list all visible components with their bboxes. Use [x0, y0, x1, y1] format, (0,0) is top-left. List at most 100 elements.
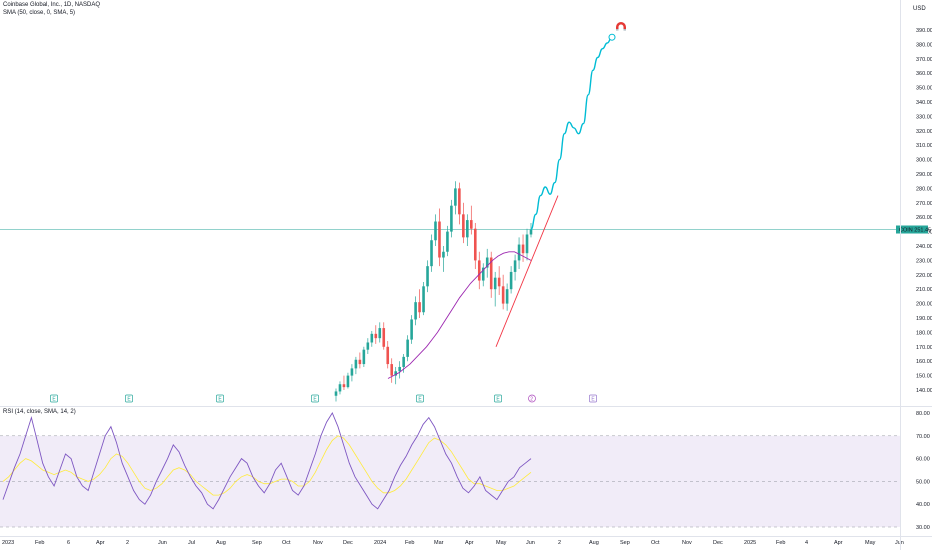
earnings-flag-letter: E	[313, 397, 317, 403]
rsi-pane[interactable]: 80.00 70.00 60.00 50.00 40.00 30.00	[0, 411, 930, 531]
time-tick-label: 2024	[374, 540, 386, 546]
price-tick-label: 210.00	[916, 287, 932, 293]
price-tick-label: 260.00	[916, 215, 932, 221]
candle-body	[370, 333, 374, 343]
candle-body	[430, 240, 433, 267]
price-tag[interactable]: COIN 251.45	[896, 225, 931, 234]
time-tick-label: May	[496, 540, 507, 546]
candle-body	[529, 229, 533, 235]
candle-body	[358, 359, 362, 365]
projection-endpoint[interactable]	[608, 33, 616, 41]
magnet-body	[616, 22, 626, 29]
candle-body	[394, 371, 397, 376]
candle-body	[374, 333, 378, 339]
trendline[interactable]	[495, 195, 559, 347]
earnings-flag[interactable]: E	[416, 394, 424, 403]
price-tick-label: 280.00	[916, 186, 932, 192]
time-tick-label: 2025	[744, 540, 756, 546]
event-circle[interactable]: 2	[528, 394, 536, 403]
candle-body	[390, 364, 394, 376]
earnings-flag[interactable]: E	[50, 394, 58, 403]
earnings-flag-letter: E	[218, 397, 222, 403]
rsi-tick-label: 50.00	[916, 479, 930, 485]
price-pane[interactable]	[0, 33, 900, 402]
rsi-legend[interactable]: RSI (14, close, SMA, 14, 2)	[3, 409, 76, 415]
candle-body	[382, 328, 386, 347]
candle-body	[366, 342, 370, 350]
candle-body	[350, 368, 354, 376]
price-tag-bg	[896, 225, 928, 234]
time-tick-label: 2023	[2, 540, 14, 546]
rsi-line	[2, 412, 532, 510]
earnings-flag-box	[50, 394, 58, 403]
candle-body	[398, 366, 401, 372]
time-tick-label: Dec	[343, 540, 353, 546]
price-tick-label: 330.00	[916, 114, 932, 120]
price-tick-label: 320.00	[916, 129, 932, 135]
earnings-flag[interactable]: E	[125, 394, 133, 403]
price-tick-label: 140.00	[916, 388, 932, 394]
sma-line	[387, 251, 532, 379]
rsi-tick-label: 60.00	[916, 457, 930, 463]
price-tick-label: 340.00	[916, 100, 932, 106]
price-axis[interactable]: 390.00 380.00 370.00 360.00 350.00 340.00 330.…	[896, 28, 932, 394]
time-tick-label: Feb	[405, 540, 414, 546]
time-tick-label: 6	[67, 540, 70, 546]
candle-body	[497, 277, 501, 287]
magnet-tip-left	[616, 29, 619, 31]
time-tick-label: Dec	[713, 540, 723, 546]
candle-body	[378, 328, 382, 339]
time-tick-label: Jun	[526, 540, 535, 546]
earnings-flag[interactable]: E	[589, 394, 597, 403]
earnings-flag-box	[494, 394, 502, 403]
time-tick-label: Feb	[776, 540, 785, 546]
event-circle-shape	[528, 394, 536, 403]
currency-label: USD	[913, 6, 926, 12]
earnings-flag-box	[125, 394, 133, 403]
candle-body	[454, 188, 457, 206]
price-tick-label: 310.00	[916, 143, 932, 149]
time-tick-label: Nov	[313, 540, 323, 546]
candle-body	[410, 319, 413, 340]
candle-body	[422, 286, 425, 313]
time-tick-label: Nov	[682, 540, 692, 546]
symbol-title[interactable]: Coinbase Global, Inc., 1D, NASDAQ	[3, 2, 101, 8]
candle-body	[354, 359, 358, 369]
candle-body	[509, 271, 513, 290]
time-tick-label: Mar	[434, 540, 444, 546]
sma-legend[interactable]: SMA (50, close, 0, SMA, 5)	[3, 10, 76, 16]
earnings-flag[interactable]: E	[216, 394, 224, 403]
earnings-flag[interactable]: E	[494, 394, 502, 403]
candle-body	[473, 228, 477, 261]
candle-body	[418, 302, 421, 313]
candle-body	[406, 339, 409, 357]
magnet-icon[interactable]	[616, 22, 626, 31]
time-tick-label: Jul	[188, 540, 195, 546]
time-tick-label: Jun	[158, 540, 167, 546]
price-tick-label: 220.00	[916, 273, 932, 279]
candle-body	[466, 220, 469, 238]
price-tick-label: 160.00	[916, 359, 932, 365]
time-tick-label: Aug	[589, 540, 599, 546]
candle-body	[462, 214, 465, 238]
time-tick-label: Oct	[282, 540, 291, 546]
candle-body	[485, 257, 489, 268]
projection-path[interactable]	[530, 36, 613, 231]
time-tick-label: Sep	[620, 540, 630, 546]
price-tick-label: 230.00	[916, 258, 932, 264]
magnet-tip-right	[623, 29, 626, 31]
rsi-tick-label: 80.00	[916, 411, 930, 417]
price-tick-label: 380.00	[916, 42, 932, 48]
candle-body	[493, 277, 497, 290]
candle-body	[426, 266, 429, 287]
rsi-tick-label: 70.00	[916, 434, 930, 440]
earnings-flag[interactable]: E	[311, 394, 319, 403]
candle-body	[513, 260, 517, 272]
candle-body	[477, 260, 481, 281]
candle-body	[346, 375, 350, 388]
price-tick-label: 190.00	[916, 316, 932, 322]
price-tick-label: 300.00	[916, 158, 932, 164]
rsi-tick-label: 30.00	[916, 525, 930, 531]
time-axis[interactable]: 2023 Feb 6 Apr 2 Jun Jul Aug Sep Oct Nov Dec 2024 Feb…	[2, 540, 904, 546]
